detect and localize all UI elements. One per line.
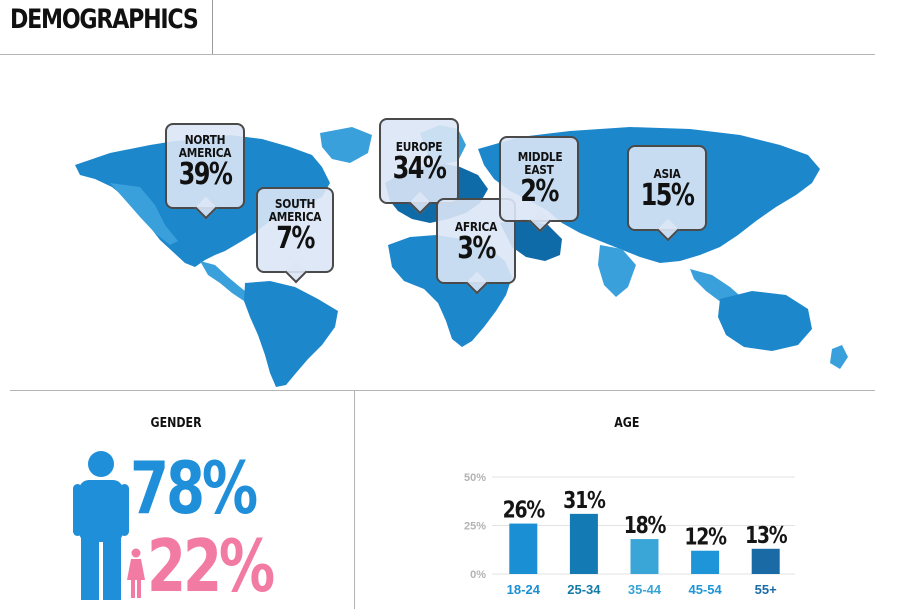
callout-middle-east: MIDDLE EAST 2%: [499, 136, 579, 222]
callout-north-america: NORTH AMERICA 39%: [165, 123, 245, 209]
callout-value: 15%: [640, 178, 695, 213]
callout-south-america: SOUTH AMERICA 7%: [256, 187, 334, 273]
top-rule: [0, 54, 875, 55]
bar-value-label: 18%: [624, 511, 667, 538]
callout-value: 7%: [276, 221, 315, 256]
landmass-new-zealand: [830, 345, 848, 369]
callout-label: SOUTH AMERICA: [268, 196, 322, 224]
column-divider: [354, 390, 355, 609]
callout-label: MIDDLE EAST: [517, 149, 563, 177]
callout-value: 2%: [520, 174, 559, 209]
x-tick-label: 35-44: [628, 582, 662, 597]
landmass-north-america-west: [110, 183, 178, 245]
landmass-south-america: [244, 281, 338, 387]
x-tick-label: 45-54: [688, 582, 722, 597]
y-tick-label: 0%: [470, 569, 486, 581]
landmass-central-america: [200, 261, 250, 301]
x-tick-label: 25-34: [567, 582, 601, 597]
callout-value: 39%: [178, 157, 233, 192]
page-title: DEMOGRAPHICS: [10, 4, 199, 35]
landmass-india: [598, 245, 636, 297]
callout-label: NORTH AMERICA: [178, 132, 232, 160]
x-tick-label: 18-24: [507, 582, 541, 597]
x-tick-label: 55+: [755, 582, 777, 597]
callout-value: 34%: [392, 151, 447, 186]
bar-25-34: [569, 513, 598, 574]
female-percentage: 22%: [147, 524, 275, 608]
callout-label: EUROPE: [395, 139, 443, 154]
age-title: AGE: [614, 416, 640, 431]
bar-value-label: 13%: [745, 521, 788, 548]
age-bar-chart: 0% 25% 50% 26% 18-24 31% 25-34 18% 35-44 12% 45-54…: [464, 472, 795, 597]
female-figure-icon: [127, 548, 145, 598]
landmass-australia: [718, 291, 812, 351]
bar-55+: [751, 548, 780, 574]
callout-label: AFRICA: [454, 219, 498, 234]
callout-asia: ASIA 15%: [627, 145, 707, 231]
title-divider: [212, 0, 213, 54]
bar-35-44: [630, 539, 659, 574]
bar-45-54: [691, 550, 720, 574]
male-figure-icon: [73, 451, 129, 600]
callout-value: 3%: [457, 231, 496, 266]
male-percentage: 78%: [130, 446, 258, 530]
y-tick-label: 25%: [464, 521, 486, 533]
callout-label: ASIA: [653, 166, 681, 181]
section-rule: [10, 390, 875, 391]
bar-value-label: 26%: [503, 496, 546, 523]
landmass-greenland: [320, 127, 372, 163]
y-tick-label: 50%: [464, 472, 486, 484]
bar-value-label: 12%: [684, 523, 727, 550]
callout-europe: EUROPE 34%: [379, 118, 459, 204]
bar-value-label: 31%: [563, 486, 606, 513]
gender-title: GENDER: [150, 416, 202, 431]
callout-africa: AFRICA 3%: [436, 198, 516, 284]
bar-18-24: [509, 523, 538, 574]
